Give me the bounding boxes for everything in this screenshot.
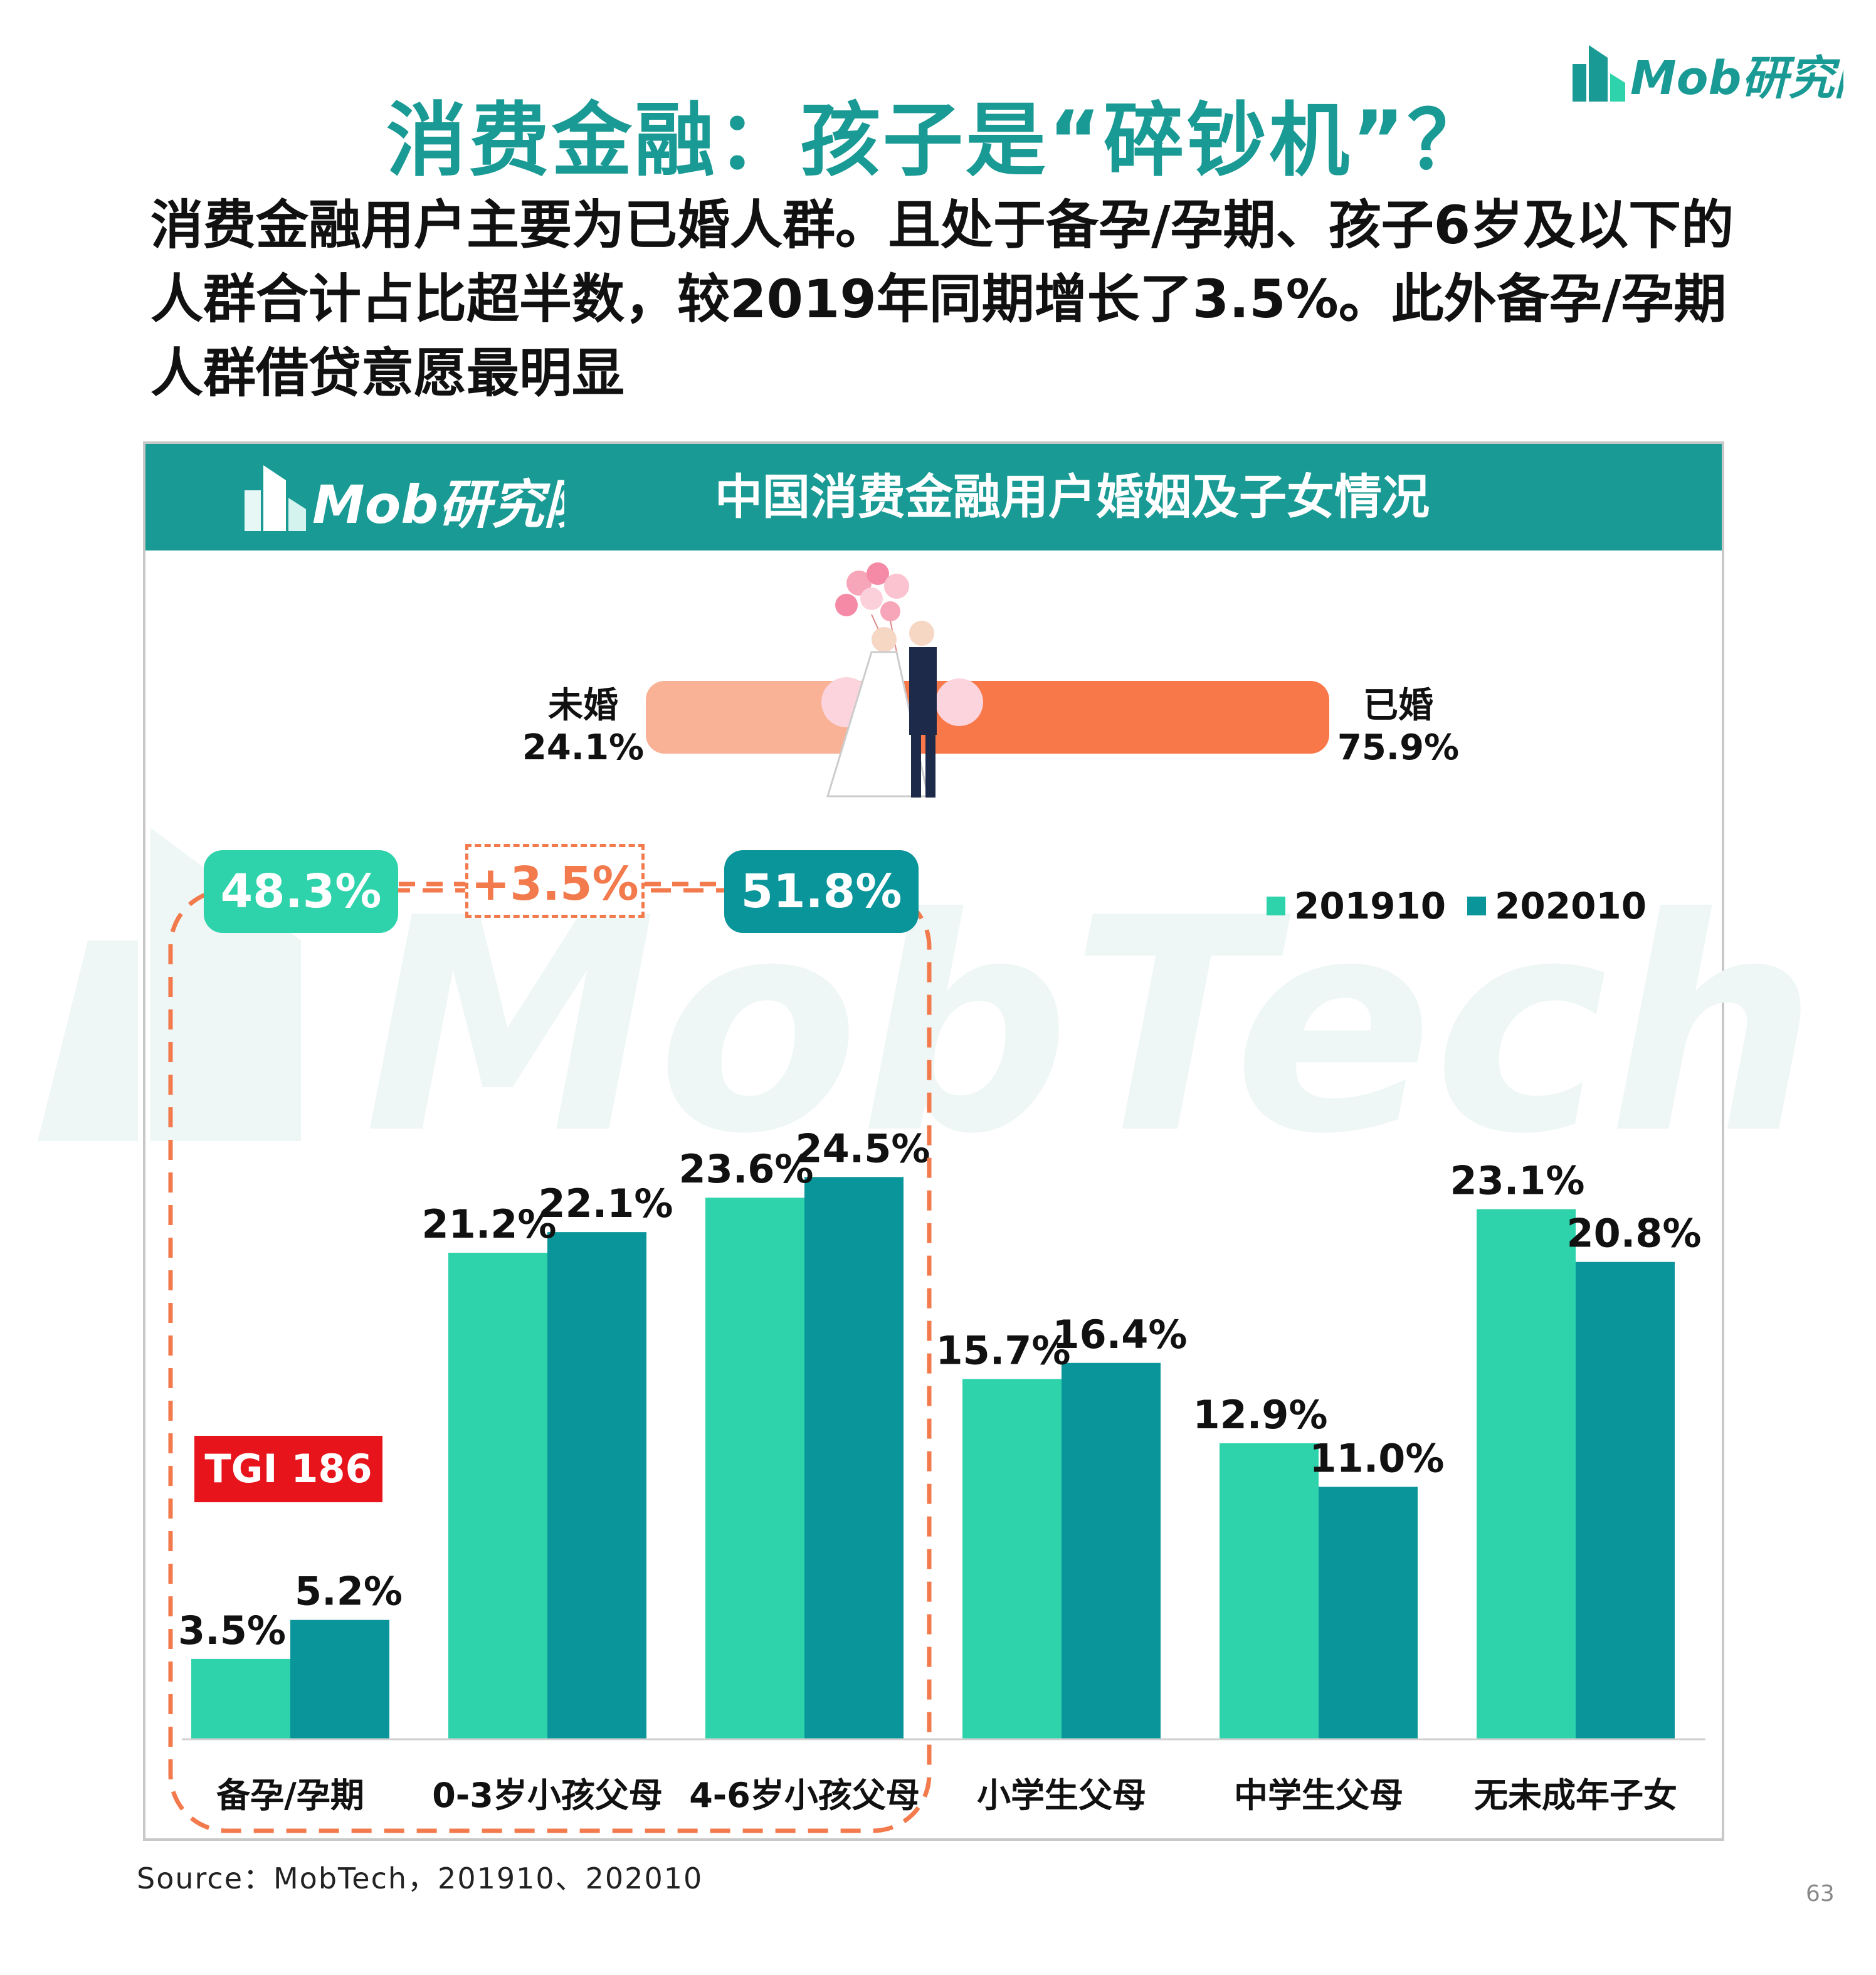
growth-badge: +3.5%: [465, 844, 645, 918]
logo-text: Mob研究院: [1630, 51, 1843, 105]
bar-202010-4: [1319, 1487, 1418, 1739]
bar-202010-1: [547, 1232, 646, 1739]
bar-201910-1: [448, 1253, 547, 1739]
category-label-5: 无未成年子女: [1474, 1776, 1677, 1815]
highlight-dashed-box: [168, 888, 932, 1833]
bar-201910-2: [705, 1198, 804, 1739]
chart-title: 中国消费金融用户婚姻及子女情况: [715, 469, 1430, 525]
bar-202010-0: [290, 1620, 389, 1739]
married-value: 75.9%: [1337, 727, 1460, 768]
bar-201910-0: [191, 1658, 290, 1739]
married-label: 已婚: [1363, 685, 1433, 726]
single-value: 24.1%: [522, 727, 645, 768]
data-label-202010-3: 16.4%: [1052, 1312, 1187, 1357]
legend-label-2020: 202010: [1495, 885, 1647, 927]
building-icon: [1573, 45, 1625, 102]
page-number: 63: [1806, 1881, 1835, 1907]
sum-2020-pill: 51.8%: [724, 850, 919, 933]
data-label-202010-0: 5.2%: [295, 1569, 403, 1614]
page-subtitle: 消费金融用户主要为已婚人群。且处于备孕/孕期、孩子6岁及以下的人群合计占比超半数…: [150, 194, 1734, 404]
data-label-201910-0: 3.5%: [178, 1608, 286, 1653]
data-label-202010-5: 20.8%: [1566, 1211, 1701, 1256]
data-label-201910-3: 15.7%: [935, 1327, 1070, 1373]
mob-logo-header: Mob研究院: [245, 465, 564, 535]
data-label-201910-4: 12.9%: [1193, 1392, 1327, 1438]
category-label-3: 小学生父母: [977, 1776, 1146, 1815]
legend-swatch-2020: [1467, 897, 1486, 915]
bar-202010-5: [1576, 1261, 1675, 1739]
sum-2019-pill: 48.3%: [204, 850, 398, 933]
data-label-201910-2: 23.6%: [678, 1146, 813, 1192]
single-label: 未婚: [548, 685, 618, 726]
bar-201910-5: [1477, 1209, 1576, 1739]
data-label-202010-4: 11.0%: [1309, 1435, 1444, 1481]
category-label-1: 0-3岁小孩父母: [432, 1776, 663, 1815]
chart-legend: 201910 202010: [1267, 884, 1705, 928]
bar-202010-2: [804, 1177, 904, 1739]
category-label-2: 4-6岁小孩父母: [689, 1776, 920, 1815]
building-icon: [245, 465, 306, 531]
mob-logo-top: Mob研究院: [1573, 45, 1843, 105]
legend-label-2019: 201910: [1294, 885, 1447, 927]
chart-header-bar: [145, 444, 1722, 550]
page-title: 消费金融：孩子是“碎钞机”？: [386, 94, 1490, 187]
category-label-0: 备孕/孕期: [216, 1776, 364, 1815]
data-label-201910-5: 23.1%: [1450, 1158, 1584, 1204]
bar-201910-3: [962, 1379, 1062, 1739]
legend-swatch-2019: [1267, 897, 1285, 915]
logo-text: Mob研究院: [312, 474, 564, 535]
tgi-badge: TGI 186: [194, 1436, 382, 1502]
category-label-4: 中学生父母: [1234, 1776, 1403, 1815]
wedding-couple-illustration: [821, 562, 983, 798]
source-note: Source：MobTech，201910、202010: [137, 1862, 704, 1895]
groom-icon: [909, 621, 937, 798]
bar-201910-4: [1220, 1443, 1319, 1739]
data-label-201910-1: 21.2%: [421, 1201, 556, 1247]
data-label-202010-1: 22.1%: [538, 1181, 673, 1226]
bar-202010-3: [1062, 1362, 1161, 1739]
watermark-building-icon: [38, 828, 301, 1141]
data-label-202010-2: 24.5%: [795, 1125, 930, 1171]
